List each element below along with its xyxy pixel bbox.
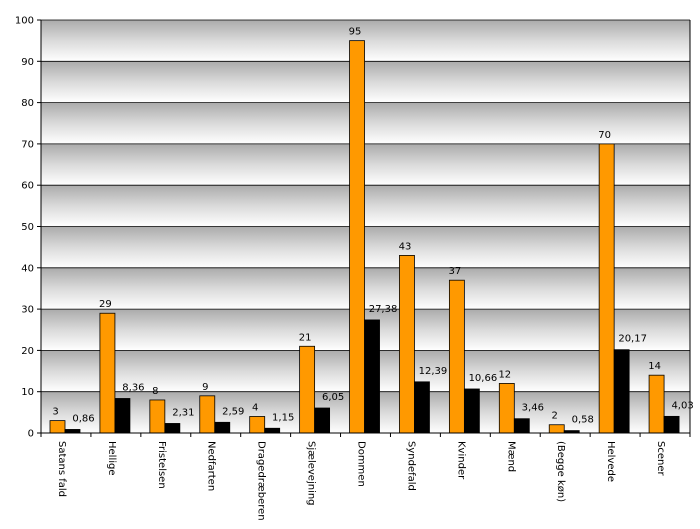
x-tick-label: (Begge køn) bbox=[555, 441, 566, 502]
data-label-series-1: 70 bbox=[598, 130, 611, 141]
y-tick-label: 100 bbox=[15, 16, 34, 27]
grid-band bbox=[41, 267, 690, 310]
bar-series-2 bbox=[214, 421, 231, 434]
bar-series-2 bbox=[463, 388, 480, 434]
data-label-series-1: 29 bbox=[99, 299, 112, 310]
data-label-series-1: 3 bbox=[52, 407, 58, 418]
y-tick-label: 70 bbox=[21, 139, 34, 150]
bar-series-2 bbox=[264, 427, 281, 434]
grid-band bbox=[41, 61, 690, 103]
bar-series-1 bbox=[399, 255, 415, 434]
bars bbox=[49, 40, 680, 434]
y-tick-label: 80 bbox=[21, 98, 34, 109]
bar-series-1 bbox=[648, 374, 665, 434]
data-label-series-2: 0,86 bbox=[72, 413, 94, 424]
y-tick-label: 0 bbox=[28, 429, 34, 440]
y-tick-label: 40 bbox=[21, 263, 34, 274]
x-tick-label: Dommen bbox=[356, 441, 367, 487]
x-tick-label: Hellige bbox=[106, 441, 117, 476]
data-label-series-2: 4,03 bbox=[671, 400, 693, 411]
y-tick-label: 30 bbox=[21, 305, 34, 316]
bar-series-1 bbox=[349, 40, 365, 434]
bar-series-2 bbox=[613, 349, 630, 434]
x-tick-label: Kvinder bbox=[455, 441, 466, 480]
data-label-series-2: 1,15 bbox=[272, 412, 294, 423]
data-label-series-2: 12,39 bbox=[419, 366, 448, 377]
bar-series-1 bbox=[99, 312, 116, 434]
y-tick-label: 50 bbox=[21, 222, 34, 233]
data-label-series-2: 3,46 bbox=[522, 403, 544, 414]
data-label-series-1: 8 bbox=[152, 386, 158, 397]
bar-series-1 bbox=[448, 279, 465, 434]
x-tick-label: Fristelsen bbox=[156, 441, 167, 489]
x-tick-label: Sjælevejning bbox=[306, 441, 317, 506]
data-label-series-2: 2,31 bbox=[172, 407, 194, 418]
data-label-series-1: 9 bbox=[202, 382, 208, 393]
bar-series-1 bbox=[598, 143, 615, 434]
grid-band bbox=[41, 143, 690, 186]
y-tick-label: 90 bbox=[21, 57, 34, 68]
bar-series-1 bbox=[548, 424, 565, 434]
bar-series-2 bbox=[414, 381, 430, 434]
bar-series-2 bbox=[164, 423, 181, 434]
bar-series-1 bbox=[199, 395, 216, 434]
data-label-series-1: 12 bbox=[498, 369, 511, 380]
bar-series-1 bbox=[149, 399, 166, 434]
data-label-series-2: 10,66 bbox=[469, 373, 498, 384]
bar-series-1 bbox=[249, 416, 266, 434]
y-tick-labels: 0 10 20 30 40 50 60 70 80 90 100 bbox=[15, 16, 34, 440]
bar-series-2 bbox=[663, 415, 680, 434]
data-label-series-1: 37 bbox=[449, 266, 462, 277]
bar-series-2 bbox=[64, 429, 81, 434]
data-label-series-2: 2,59 bbox=[222, 406, 244, 417]
x-tick-label: Nedfarten bbox=[206, 441, 217, 491]
data-label-series-2: 6,05 bbox=[322, 392, 344, 403]
data-label-series-1: 95 bbox=[349, 27, 362, 38]
data-label-series-1: 21 bbox=[299, 332, 312, 343]
x-tick-label: Helvede bbox=[605, 441, 616, 482]
x-tick-label: Syndefald bbox=[405, 441, 416, 491]
axes bbox=[37, 19, 691, 437]
plot-background bbox=[41, 20, 690, 433]
data-label-series-1: 14 bbox=[648, 361, 661, 372]
data-label-series-2: 0,58 bbox=[572, 415, 594, 426]
data-label-series-2: 20,17 bbox=[618, 334, 647, 345]
data-label-series-2: 27,38 bbox=[369, 304, 398, 315]
bar-series-1 bbox=[299, 345, 316, 434]
bar-series-1 bbox=[498, 383, 515, 434]
x-tick-label: Scener bbox=[655, 441, 666, 476]
grid-band bbox=[41, 102, 690, 144]
data-labels: 3 29 8 9 4 21 95 43 37 12 2 70 14 0,86 8,36 2,31 2,59 1,1… bbox=[52, 27, 693, 426]
y-tick-label: 20 bbox=[21, 346, 34, 357]
bar-series-2 bbox=[314, 407, 331, 434]
x-tick-label: Dragedræberen bbox=[256, 441, 267, 521]
grid-band bbox=[41, 20, 690, 62]
bar-series-2 bbox=[364, 319, 380, 434]
x-tick-labels: Satans fald Hellige Fristelsen Nedfarten Dra… bbox=[56, 441, 666, 521]
x-tick-label: Satans fald bbox=[56, 441, 67, 497]
grid-band bbox=[41, 226, 690, 268]
bar-series-2 bbox=[114, 398, 131, 434]
bar-series-1 bbox=[49, 420, 66, 434]
data-label-series-1: 2 bbox=[552, 411, 558, 422]
y-tick-label: 60 bbox=[21, 181, 34, 192]
y-tick-label: 10 bbox=[21, 387, 34, 398]
grid-band bbox=[41, 185, 690, 227]
x-tick-label: Mænd bbox=[505, 441, 516, 472]
data-label-series-2: 8,36 bbox=[122, 382, 144, 393]
data-label-series-1: 4 bbox=[252, 402, 258, 413]
bar-series-2 bbox=[513, 418, 530, 434]
data-label-series-1: 43 bbox=[399, 241, 412, 252]
